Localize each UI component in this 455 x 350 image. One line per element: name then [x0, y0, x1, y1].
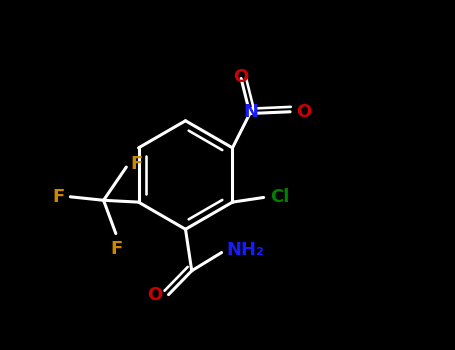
- Text: NH₂: NH₂: [227, 241, 264, 259]
- Text: O: O: [233, 68, 249, 86]
- Text: F: F: [111, 240, 123, 258]
- Text: Cl: Cl: [270, 188, 289, 206]
- Text: O: O: [296, 103, 312, 121]
- Text: F: F: [131, 155, 143, 173]
- Text: F: F: [52, 188, 65, 206]
- Text: N: N: [243, 103, 258, 121]
- Text: O: O: [147, 286, 162, 304]
